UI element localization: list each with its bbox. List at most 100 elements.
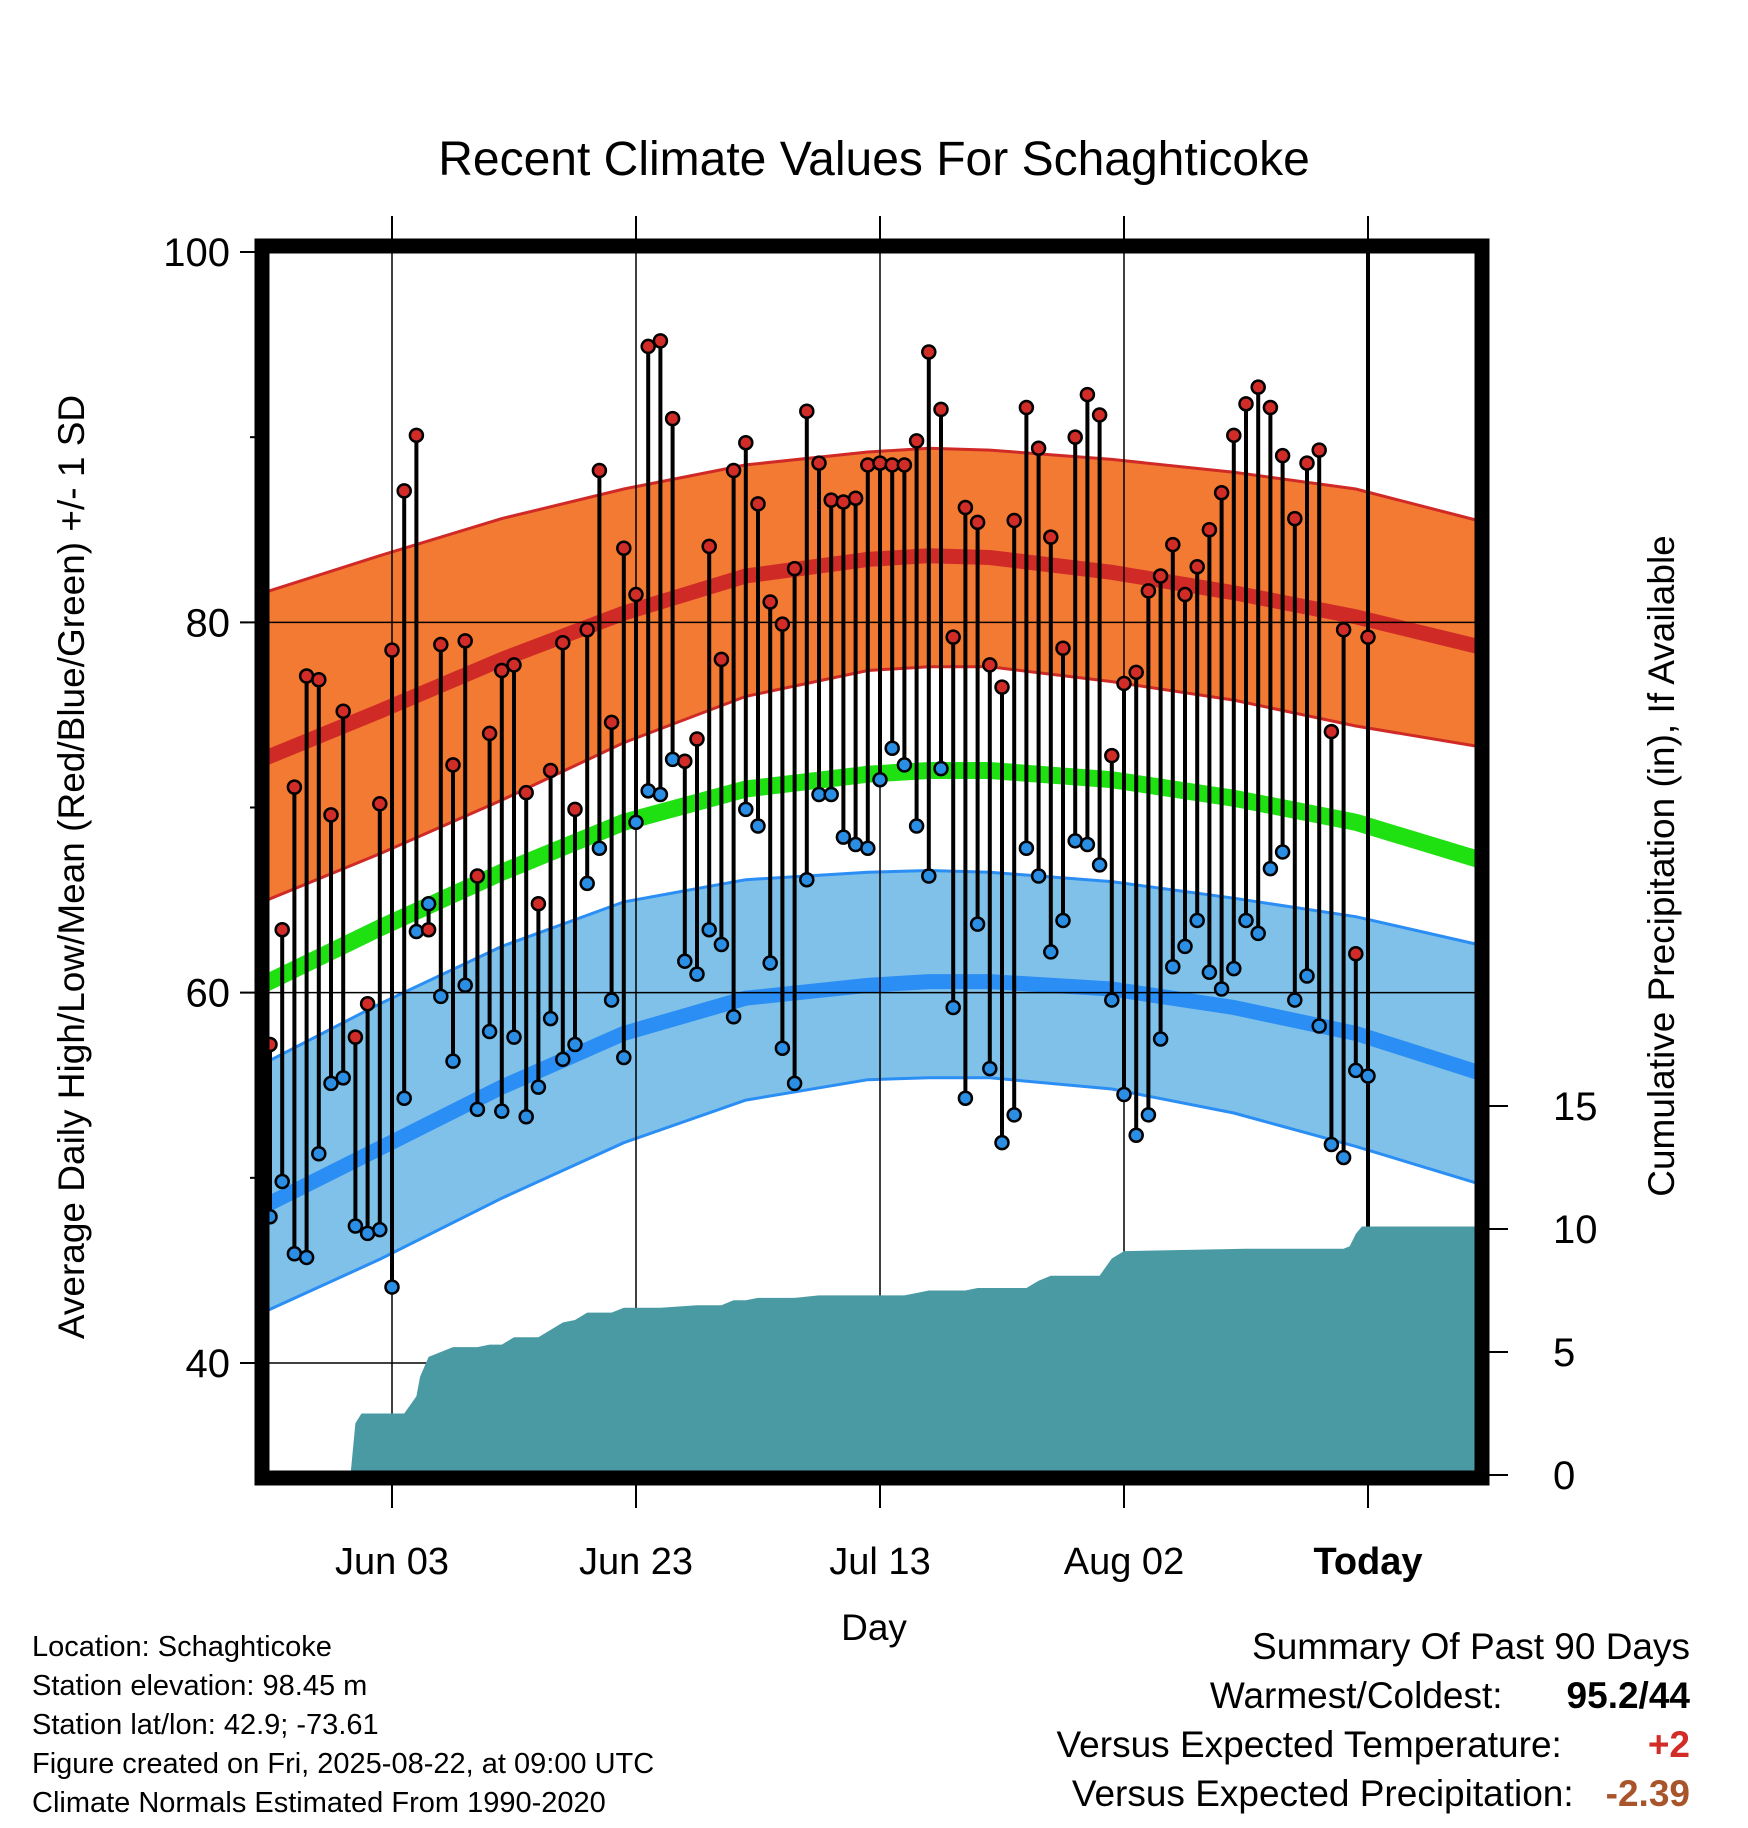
high-point xyxy=(1335,621,1352,638)
low-point xyxy=(872,771,888,788)
warmest-coldest-value: 95.2/44 xyxy=(1566,1675,1690,1716)
high-point xyxy=(555,634,571,651)
high-point xyxy=(481,725,498,742)
low-point xyxy=(323,1075,339,1092)
vs-temp-label: Versus Expected Temperature: xyxy=(1056,1724,1562,1765)
high-point xyxy=(1189,559,1205,575)
latlon-text: Station lat/lon: 42.9; -73.61 xyxy=(32,1709,379,1741)
high-point xyxy=(994,679,1010,695)
low-point xyxy=(335,1070,351,1086)
high-point xyxy=(640,338,656,355)
low-point xyxy=(1201,964,1218,981)
low-point xyxy=(1165,958,1181,975)
high-point xyxy=(323,807,339,823)
normals-text: Climate Normals Estimated From 1990-2020 xyxy=(32,1787,606,1819)
low-point xyxy=(1006,1107,1022,1123)
high-point xyxy=(1104,747,1120,764)
high-point xyxy=(1213,484,1230,501)
y-tick-label: 80 xyxy=(186,601,231,645)
low-point xyxy=(408,923,425,940)
vs-temp-value: +2 xyxy=(1647,1724,1690,1765)
high-point xyxy=(1165,536,1181,553)
low-point xyxy=(713,936,730,953)
high-point xyxy=(811,455,827,471)
high-point xyxy=(1152,568,1169,584)
low-point xyxy=(1262,860,1279,877)
y-axis-label: Average Daily High/Low/Mean (Red/Blue/Gr… xyxy=(51,395,92,1339)
high-point xyxy=(1250,379,1266,395)
high-point xyxy=(335,703,351,719)
high-point xyxy=(921,344,937,360)
low-point xyxy=(1128,1127,1144,1143)
low-point xyxy=(1238,912,1254,929)
low-normal-line xyxy=(254,974,1481,1217)
x-tick-label: Today xyxy=(1313,1541,1422,1583)
high-point xyxy=(1140,583,1157,599)
high-point xyxy=(750,496,766,512)
high-point xyxy=(1030,440,1047,457)
high-point xyxy=(530,896,547,912)
location-text: Location: Schaghticoke xyxy=(32,1631,332,1663)
high-point xyxy=(396,483,412,499)
high-point xyxy=(982,657,998,673)
low-point xyxy=(372,1221,388,1238)
low-point xyxy=(1250,925,1266,942)
low-point xyxy=(652,786,669,803)
low-point xyxy=(603,992,620,1008)
high-point xyxy=(1360,629,1376,645)
low-point xyxy=(445,1053,461,1069)
high-point xyxy=(823,492,839,508)
low-point xyxy=(762,955,778,971)
high-point xyxy=(1287,510,1303,527)
low-point xyxy=(1323,1136,1340,1153)
high-point xyxy=(860,457,876,473)
low-point xyxy=(1287,992,1303,1008)
x-tick-label: Jun 03 xyxy=(335,1541,449,1583)
low-point xyxy=(725,1008,742,1025)
elevation-text: Station elevation: 98.45 m xyxy=(32,1670,368,1702)
low-point xyxy=(567,1036,583,1053)
low-point xyxy=(481,1023,498,1040)
low-point xyxy=(433,988,449,1005)
high-point xyxy=(738,434,754,451)
high-point xyxy=(689,731,705,747)
station-info: Location: Schaghticoke Station elevation… xyxy=(32,1628,654,1823)
x-tick-label: Jul 13 xyxy=(829,1541,930,1583)
low-point xyxy=(1189,912,1205,929)
high-point xyxy=(872,455,888,471)
low-point xyxy=(982,1060,998,1077)
low-point xyxy=(957,1090,974,1106)
high-point xyxy=(1128,664,1144,681)
x-axis-label: Day xyxy=(841,1607,907,1648)
high-point xyxy=(372,796,388,812)
high-upper-edge xyxy=(257,446,1479,597)
low-point xyxy=(579,875,595,892)
low-point xyxy=(1018,840,1035,856)
low-lower-edge xyxy=(257,1076,1479,1317)
created-text: Figure created on Fri, 2025-08-22, at 09… xyxy=(32,1748,655,1780)
high-point xyxy=(1055,640,1071,657)
high-point xyxy=(1018,399,1035,416)
low-point xyxy=(1091,857,1108,873)
low-point xyxy=(530,1079,547,1095)
low-point xyxy=(1213,981,1230,997)
x-tick-label: Jun 23 xyxy=(579,1541,693,1583)
low-point xyxy=(616,1049,632,1066)
high-point xyxy=(701,538,717,555)
high-point xyxy=(1274,447,1291,464)
chart-title: Recent Climate Values For Schaghticoke xyxy=(438,133,1310,186)
high-point xyxy=(494,662,510,679)
low-point xyxy=(1043,944,1059,960)
high-point xyxy=(1006,512,1022,529)
high-point xyxy=(1348,946,1364,962)
low-point xyxy=(1226,960,1242,977)
low-point xyxy=(969,916,986,932)
y2-tick-label: 10 xyxy=(1553,1208,1598,1252)
high-point xyxy=(506,657,522,673)
high-point xyxy=(384,642,400,658)
low-point xyxy=(298,1249,315,1266)
low-point xyxy=(494,1103,510,1119)
low-point xyxy=(945,999,961,1016)
high-point xyxy=(616,540,632,557)
